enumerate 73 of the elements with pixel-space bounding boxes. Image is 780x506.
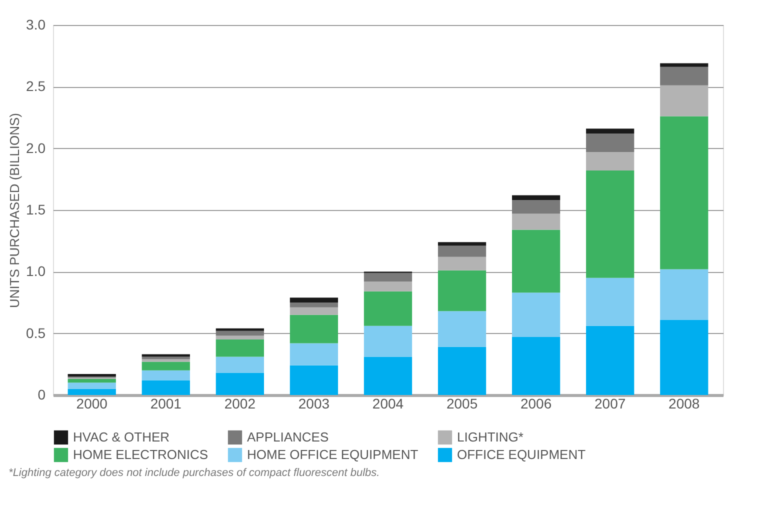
y-tick-label: 2.5 xyxy=(26,78,46,94)
bar xyxy=(660,85,708,116)
bar xyxy=(438,242,486,246)
bar xyxy=(142,362,190,370)
text: *Lighting category does not include purchases of compact fluorescent bulbs. xyxy=(8,467,380,479)
bar xyxy=(364,282,412,292)
bar xyxy=(290,302,338,308)
bar xyxy=(142,380,190,395)
bar xyxy=(290,307,338,315)
bar xyxy=(142,359,190,362)
y-tick-label: 3.0 xyxy=(26,16,46,32)
bar xyxy=(142,354,190,357)
bar xyxy=(438,311,486,347)
bar xyxy=(216,372,264,395)
legend-label: APPLIANCES xyxy=(247,429,329,444)
bar xyxy=(438,346,486,395)
x-tick-label: 2002 xyxy=(224,396,256,412)
legend-label: HVAC & OTHER xyxy=(73,429,170,444)
bar xyxy=(364,291,412,326)
bar xyxy=(216,330,264,336)
bar xyxy=(290,365,338,395)
bar xyxy=(512,292,560,338)
x-tick-label: 2007 xyxy=(594,396,626,412)
x-tick-label: 2003 xyxy=(298,396,330,412)
bar xyxy=(586,152,634,171)
bar xyxy=(438,246,486,257)
bar xyxy=(586,134,634,152)
bar xyxy=(364,356,412,395)
bar xyxy=(586,170,634,278)
bar xyxy=(364,326,412,357)
bar xyxy=(216,328,264,331)
bar xyxy=(216,336,264,340)
x-tick-label: 2000 xyxy=(76,396,108,412)
bar xyxy=(68,382,116,389)
x-tick-label: 2005 xyxy=(446,396,478,412)
bar xyxy=(216,356,264,373)
bar xyxy=(586,326,634,395)
y-tick-label: 2.0 xyxy=(26,140,46,156)
bar xyxy=(586,128,634,134)
bar xyxy=(512,200,560,214)
bar xyxy=(512,230,560,293)
bar xyxy=(290,343,338,366)
bar xyxy=(68,388,116,395)
bar xyxy=(512,337,560,395)
bar xyxy=(660,320,708,395)
legend-label: LIGHTING* xyxy=(457,429,524,444)
bar xyxy=(660,66,708,86)
x-tick-label: 2008 xyxy=(668,396,700,412)
y-tick-label: 1.0 xyxy=(26,263,46,280)
bar xyxy=(660,269,708,320)
bar xyxy=(290,298,338,302)
legend-label: HOME ELECTRONICS xyxy=(73,447,208,462)
x-tick-label: 2006 xyxy=(520,396,552,412)
bar xyxy=(512,214,560,230)
bar xyxy=(364,272,412,282)
y-tick-label: 1.5 xyxy=(26,202,46,218)
y-axis-title: UNITS PURCHASED (BILLIONS) xyxy=(7,112,22,308)
bar xyxy=(660,63,708,67)
y-tick-label: 0.5 xyxy=(26,324,46,341)
y-tick-label: 0 xyxy=(38,386,46,402)
bar xyxy=(68,378,116,383)
legend-label: HOME OFFICE EQUIPMENT xyxy=(247,447,418,462)
bar xyxy=(290,314,338,344)
bar xyxy=(142,370,190,380)
bar xyxy=(660,116,708,270)
bar xyxy=(512,195,560,200)
bar xyxy=(438,256,486,270)
bar xyxy=(438,270,486,312)
bar xyxy=(216,340,264,357)
bar xyxy=(586,278,634,326)
x-tick-label: 2001 xyxy=(150,396,182,412)
x-tick-label: 2004 xyxy=(372,396,404,412)
legend-label: OFFICE EQUIPMENT xyxy=(457,447,586,462)
